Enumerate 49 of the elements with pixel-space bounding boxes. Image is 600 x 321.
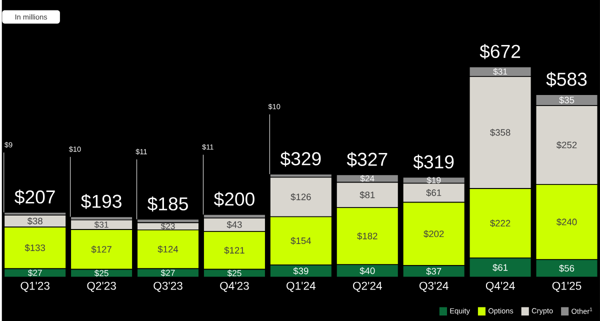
data-label: $121 [224,246,244,254]
data-label: $358 [490,128,510,136]
data-label: $133 [24,244,46,252]
data-label: $127 [91,246,112,254]
data-label: $182 [357,232,378,240]
data-label: $40 [360,267,375,275]
x-tick-label: Q1'24 [286,282,316,292]
data-label: $43 [226,220,242,228]
data-label: $31 [94,221,108,228]
total-label: $207 [14,190,55,205]
x-tick-label: Q4'23 [220,282,249,292]
data-label: $24 [360,174,374,182]
data-label: $56 [559,264,574,272]
x-tick-label: Q2'24 [353,282,382,292]
data-label: $240 [556,218,577,226]
data-label: $126 [290,193,311,201]
x-tick-label: Q3'24 [419,282,448,292]
total-label: $193 [81,194,122,209]
data-label: $23 [160,222,175,230]
data-label: $19 [426,176,441,184]
data-label: $38 [27,217,42,225]
data-label: $39 [293,267,308,275]
data-label: $252 [556,141,577,149]
total-label: $185 [148,196,188,212]
x-tick-label: Q3'23 [154,282,182,292]
x-tick-label: Q2'23 [87,282,116,292]
data-label: $27 [160,269,175,276]
data-label: $154 [290,237,311,245]
x-tick-label: Q1'25 [552,282,582,292]
data-label: $81 [360,191,375,199]
total-label: $329 [280,151,321,166]
x-tick-label: Q1'23 [20,282,50,292]
data-label: $31 [493,68,508,76]
data-label: $37 [426,268,442,276]
data-label: $25 [227,270,242,277]
data-label: $222 [490,219,510,227]
total-label: $327 [346,152,388,168]
data-label: $61 [426,188,442,196]
data-label: $124 [158,245,178,253]
data-label: $35 [559,96,574,104]
data-label: $27 [28,269,42,276]
total-label: $200 [214,192,254,207]
total-label: $583 [546,72,587,87]
total-label: $319 [413,154,454,170]
data-label: $202 [424,230,444,238]
data-label: $25 [94,270,108,277]
data-label: $61 [492,264,508,272]
total-label: $672 [480,44,520,60]
x-tick-label: Q4'24 [486,282,515,292]
